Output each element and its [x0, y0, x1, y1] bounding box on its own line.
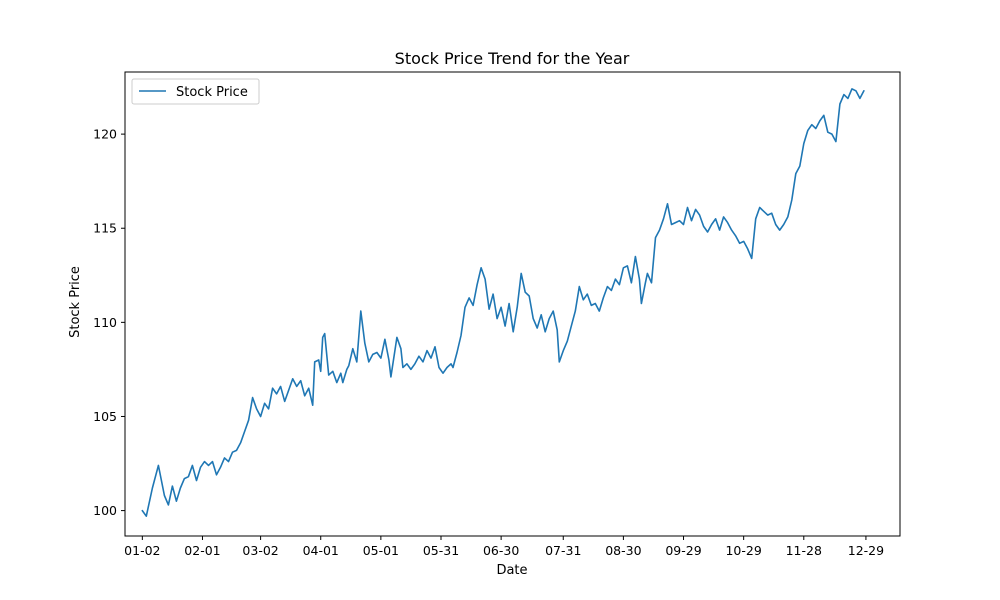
- x-tick-label: 05-31: [423, 543, 459, 558]
- x-tick-label: 03-02: [242, 543, 278, 558]
- x-tick-label: 04-01: [303, 543, 339, 558]
- x-tick-label: 01-02: [124, 543, 160, 558]
- x-tick-label: 12-29: [848, 543, 884, 558]
- y-tick-label: 100: [93, 503, 117, 518]
- x-tick-label: 08-30: [605, 543, 641, 558]
- x-axis-ticks: 01-02 02-01 03-02 04-01 05-01 05-31 06-30 07-31…: [124, 536, 884, 558]
- x-tick-label: 05-01: [363, 543, 399, 558]
- legend-label: Stock Price: [176, 85, 248, 100]
- y-tick-label: 115: [93, 221, 117, 236]
- y-axis-label: Stock Price: [68, 266, 83, 338]
- stock-price-series-line: [141, 88, 865, 517]
- x-tick-label: 09-29: [665, 543, 701, 558]
- x-tick-label: 07-31: [545, 543, 581, 558]
- plot-area-frame: [124, 71, 901, 537]
- y-tick-label: 120: [93, 127, 117, 142]
- x-tick-label: 11-28: [786, 543, 822, 558]
- chart-title: Stock Price Trend for the Year: [395, 49, 630, 68]
- y-axis-ticks: 100 105 110 115 120: [93, 127, 125, 518]
- x-tick-label: 10-29: [725, 543, 761, 558]
- y-tick-label: 105: [93, 409, 117, 424]
- x-tick-label: 06-30: [483, 543, 519, 558]
- x-axis-label: Date: [496, 563, 527, 578]
- x-tick-label: 02-01: [184, 543, 220, 558]
- legend: Stock Price: [131, 78, 260, 105]
- legend-box: [131, 78, 260, 105]
- y-tick-label: 110: [93, 315, 117, 330]
